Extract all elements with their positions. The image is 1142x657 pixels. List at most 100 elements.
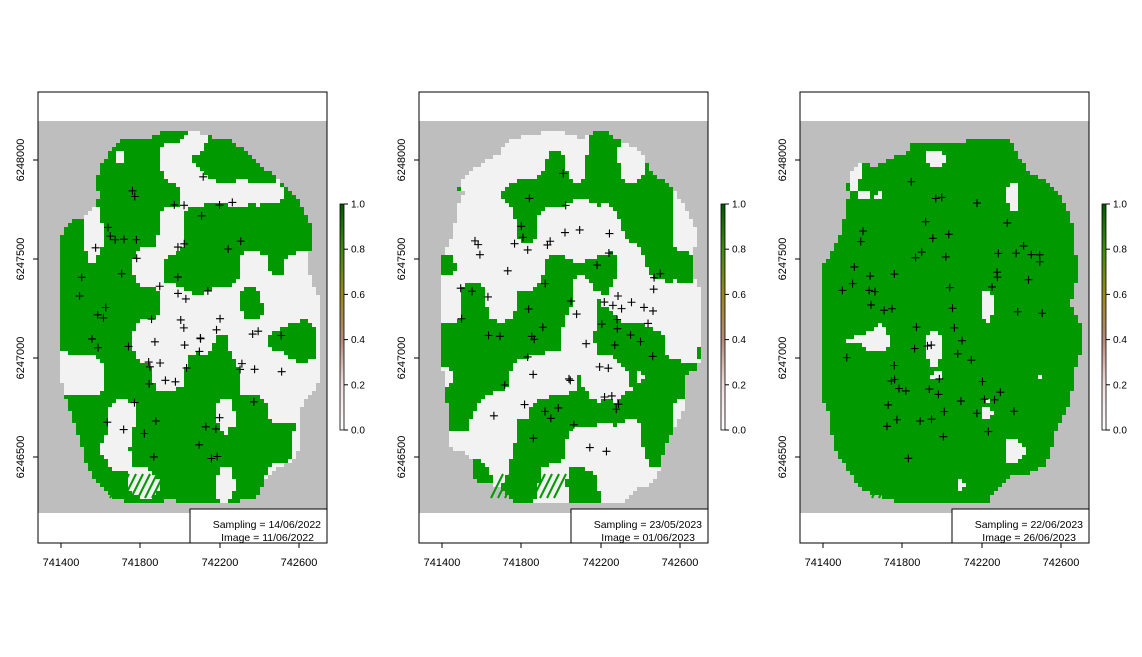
classified-raster: [822, 139, 1082, 503]
sample-marker: [607, 391, 616, 400]
sample-marker: [916, 416, 925, 425]
sample-marker: [161, 376, 170, 385]
x-tick-label: 741400: [424, 557, 461, 569]
sample-marker: [197, 211, 206, 220]
sample-marker: [972, 409, 981, 418]
sample-marker: [910, 344, 919, 353]
sample-marker: [890, 361, 899, 370]
colorbar-tick-label: 0.6: [351, 290, 365, 301]
y-tick-label: 6248000: [396, 139, 408, 182]
sample-marker: [617, 304, 626, 313]
sample-marker: [870, 287, 879, 296]
sample-marker: [1035, 257, 1044, 266]
sample-marker: [201, 422, 210, 431]
sample-marker: [130, 398, 139, 407]
plot-frame: [799, 91, 1090, 544]
sample-marker: [213, 452, 222, 461]
sample-marker: [179, 323, 188, 332]
sample-marker: [890, 270, 899, 279]
y-tick-label: 6246500: [396, 436, 408, 479]
x-tick-label: 742600: [662, 557, 699, 569]
sample-marker: [529, 434, 538, 443]
sample-marker: [236, 365, 245, 374]
sample-marker: [948, 304, 957, 313]
sample-marker: [866, 272, 875, 281]
sample-marker: [585, 443, 594, 452]
sample-marker: [649, 285, 658, 294]
sample-marker: [249, 397, 258, 406]
sample-marker: [75, 292, 84, 301]
sample-marker: [195, 347, 204, 356]
colorbar-tick-label: 0.4: [1113, 335, 1127, 346]
y-tick-label: 6247500: [15, 238, 27, 281]
sample-marker: [559, 169, 568, 178]
sample-marker: [510, 239, 519, 248]
y-tick-label: 6247000: [777, 337, 789, 380]
sample-marker: [173, 273, 182, 282]
sample-marker: [627, 298, 636, 307]
sample-marker: [517, 222, 526, 231]
colorbar-tick-label: 0.6: [732, 290, 746, 301]
sample-marker: [250, 365, 259, 374]
sample-marker: [973, 199, 981, 208]
sample-marker: [203, 286, 212, 295]
image-date-label: Image = 26/06/2023: [982, 532, 1076, 544]
sample-marker: [935, 374, 944, 383]
sample-marker: [988, 282, 997, 291]
sample-marker: [181, 294, 190, 303]
y-tick-label: 6248000: [777, 139, 789, 182]
sample-marker: [538, 323, 547, 332]
sample-marker: [582, 339, 591, 348]
sample-marker: [934, 390, 943, 399]
sample-marker: [848, 279, 857, 288]
sample-marker: [566, 376, 575, 385]
sample-marker: [195, 440, 204, 449]
sample-marker: [564, 374, 573, 383]
sample-marker: [144, 358, 153, 367]
sample-marker: [524, 304, 533, 313]
sampling-date-label: Sampling = 23/05/2023: [594, 519, 702, 531]
sample-marker: [838, 286, 847, 295]
sample-marker: [648, 352, 657, 361]
colorbar-tick-label: 0.8: [732, 245, 746, 256]
sample-marker: [865, 286, 874, 295]
sample-marker: [980, 395, 989, 404]
sample-marker: [939, 432, 948, 441]
sample-marker: [111, 235, 120, 244]
sample-marker: [911, 253, 920, 262]
colorbar-tick-label: 1.0: [351, 200, 365, 211]
sample-marker: [613, 315, 622, 324]
sample-marker: [940, 407, 949, 416]
sample-marker: [503, 266, 512, 275]
sample-marker: [149, 452, 158, 461]
sample-marker: [176, 315, 185, 324]
classified-raster: [60, 131, 320, 503]
sample-marker: [892, 415, 901, 424]
y-tick-label: 6248000: [15, 139, 27, 182]
sample-marker: [931, 194, 940, 203]
sample-marker: [884, 400, 893, 409]
sample-marker: [1035, 250, 1044, 259]
sample-marker: [530, 335, 539, 344]
x-tick-label: 742200: [202, 557, 239, 569]
sample-marker: [170, 200, 179, 209]
sample-marker: [842, 353, 851, 362]
sampling-points: [838, 177, 1047, 463]
sample-marker: [106, 232, 115, 241]
x-tick-label: 741800: [884, 557, 921, 569]
sample-marker: [604, 249, 613, 258]
sample-marker: [99, 313, 108, 322]
sample-marker: [1027, 250, 1036, 259]
sample-marker: [614, 292, 623, 301]
colorbar-tick-label: 0.0: [1113, 426, 1127, 437]
sample-marker: [132, 235, 141, 244]
y-tick-label: 6247000: [396, 337, 408, 380]
sample-marker: [518, 233, 527, 242]
sample-marker: [456, 284, 465, 293]
image-date-label: Image = 01/06/2023: [601, 532, 695, 544]
sample-marker: [1012, 249, 1021, 258]
plot-frame: [418, 91, 709, 544]
info-box: [951, 508, 1090, 544]
